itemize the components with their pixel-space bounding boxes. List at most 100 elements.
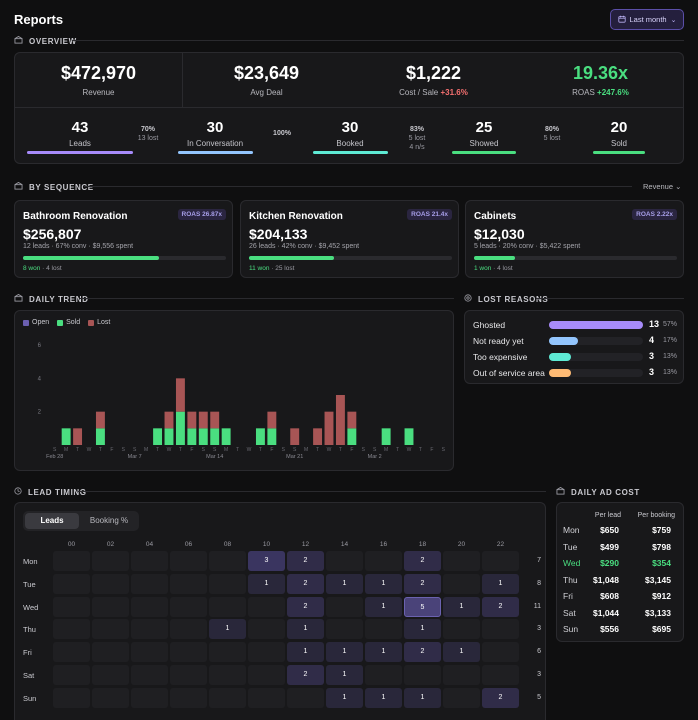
- heatmap-cell[interactable]: [365, 665, 402, 685]
- bar-sold[interactable]: [267, 428, 277, 445]
- heatmap-cell[interactable]: [53, 687, 90, 708]
- heatmap-cell[interactable]: 5: [404, 596, 441, 617]
- bar-lost[interactable]: [347, 411, 357, 429]
- heatmap-cell[interactable]: 1: [365, 596, 402, 617]
- heatmap-cell[interactable]: [131, 573, 168, 594]
- heatmap-cell[interactable]: [443, 665, 480, 685]
- heatmap-cell[interactable]: 1: [365, 573, 402, 594]
- heatmap-cell[interactable]: [248, 665, 285, 685]
- heatmap-cell[interactable]: 2: [482, 596, 519, 617]
- heatmap-cell[interactable]: 1: [287, 619, 324, 640]
- heatmap-cell[interactable]: 1: [326, 573, 363, 594]
- heatmap-cell[interactable]: 1: [326, 687, 363, 708]
- heatmap-cell[interactable]: [170, 551, 207, 571]
- bar-lost[interactable]: [95, 411, 105, 429]
- heatmap-cell[interactable]: [248, 687, 285, 708]
- heatmap-cell[interactable]: [92, 687, 129, 708]
- heatmap-cell[interactable]: 1: [404, 619, 441, 640]
- heatmap-cell[interactable]: [248, 596, 285, 617]
- bar-sold[interactable]: [347, 428, 357, 445]
- sequence-sort-dropdown[interactable]: Revenue ⌄: [643, 182, 682, 191]
- bar-sold[interactable]: [210, 428, 220, 445]
- heatmap-cell[interactable]: [443, 619, 480, 640]
- heatmap-cell[interactable]: [365, 619, 402, 640]
- bar-lost[interactable]: [198, 411, 208, 429]
- bar-lost[interactable]: [267, 411, 277, 429]
- heatmap-cell[interactable]: [92, 551, 129, 571]
- heatmap-cell[interactable]: 1: [326, 642, 363, 663]
- heatmap-cell[interactable]: [209, 551, 246, 571]
- heatmap-cell[interactable]: [131, 642, 168, 663]
- heatmap-cell[interactable]: [326, 619, 363, 640]
- bar-lost[interactable]: [290, 428, 300, 445]
- bar-sold[interactable]: [404, 428, 414, 445]
- heatmap-cell[interactable]: 2: [404, 573, 441, 594]
- heatmap-cell[interactable]: [287, 687, 324, 708]
- tab-leads[interactable]: Leads: [25, 513, 79, 529]
- heatmap-cell[interactable]: [365, 551, 402, 571]
- date-filter-button[interactable]: Last month ⌄: [610, 9, 684, 30]
- heatmap-cell[interactable]: 2: [287, 665, 324, 685]
- heatmap-cell[interactable]: [53, 619, 90, 640]
- heatmap-cell[interactable]: [131, 596, 168, 617]
- bar-lost[interactable]: [187, 411, 197, 429]
- heatmap-cell[interactable]: 1: [248, 573, 285, 594]
- bar-lost[interactable]: [175, 378, 185, 412]
- heatmap-cell[interactable]: [170, 665, 207, 685]
- heatmap-cell[interactable]: [53, 665, 90, 685]
- heatmap-cell[interactable]: 1: [365, 687, 402, 708]
- heatmap-cell[interactable]: 2: [287, 551, 324, 571]
- bar-sold[interactable]: [164, 428, 174, 445]
- heatmap-cell[interactable]: [53, 642, 90, 663]
- bar-lost[interactable]: [324, 411, 334, 445]
- heatmap-cell[interactable]: [248, 642, 285, 663]
- heatmap-cell[interactable]: 2: [404, 642, 441, 663]
- bar-sold[interactable]: [255, 428, 265, 445]
- heatmap-cell[interactable]: 2: [287, 596, 324, 617]
- heatmap-cell[interactable]: [404, 665, 441, 685]
- heatmap-cell[interactable]: [53, 573, 90, 594]
- bar-sold[interactable]: [381, 428, 391, 445]
- heatmap-cell[interactable]: [131, 551, 168, 571]
- bar-lost[interactable]: [313, 428, 323, 445]
- bar-sold[interactable]: [95, 428, 105, 445]
- heatmap-cell[interactable]: 1: [287, 642, 324, 663]
- heatmap-cell[interactable]: 1: [443, 596, 480, 617]
- heatmap-cell[interactable]: [482, 642, 519, 663]
- heatmap-cell[interactable]: [482, 551, 519, 571]
- heatmap-cell[interactable]: 1: [326, 665, 363, 685]
- heatmap-cell[interactable]: [131, 687, 168, 708]
- sequence-card[interactable]: Kitchen Renovation ROAS 21.4x $204,133 26 l…: [240, 200, 459, 278]
- heatmap-cell[interactable]: [209, 596, 246, 617]
- tab-booking-percent[interactable]: Booking %: [89, 516, 129, 525]
- bar-sold[interactable]: [175, 411, 185, 445]
- heatmap-cell[interactable]: [53, 551, 90, 571]
- bar-lost[interactable]: [73, 428, 83, 445]
- bar-sold[interactable]: [221, 428, 231, 445]
- heatmap-cell[interactable]: 2: [287, 573, 324, 594]
- heatmap-cell[interactable]: [482, 665, 519, 685]
- heatmap-cell[interactable]: [209, 687, 246, 708]
- bar-sold[interactable]: [153, 428, 163, 445]
- bar-lost[interactable]: [335, 395, 345, 445]
- heatmap-cell[interactable]: 1: [482, 573, 519, 594]
- heatmap-cell[interactable]: [170, 596, 207, 617]
- heatmap-cell[interactable]: 1: [404, 687, 441, 708]
- heatmap-cell[interactable]: [170, 687, 207, 708]
- sequence-card[interactable]: Cabinets ROAS 2.22x $12,030 5 leads · 20% c…: [465, 200, 684, 278]
- heatmap-cell[interactable]: [92, 642, 129, 663]
- heatmap-cell[interactable]: 1: [209, 619, 246, 640]
- bar-sold[interactable]: [187, 428, 197, 445]
- heatmap-cell[interactable]: [443, 551, 480, 571]
- heatmap-cell[interactable]: 2: [482, 687, 519, 708]
- heatmap-cell[interactable]: [209, 573, 246, 594]
- heatmap-cell[interactable]: [209, 665, 246, 685]
- heatmap-cell[interactable]: [248, 619, 285, 640]
- bar-lost[interactable]: [164, 411, 174, 429]
- heatmap-cell[interactable]: [53, 596, 90, 617]
- bar-lost[interactable]: [210, 411, 220, 429]
- heatmap-cell[interactable]: [482, 619, 519, 640]
- heatmap-cell[interactable]: [326, 596, 363, 617]
- heatmap-cell[interactable]: [209, 642, 246, 663]
- heatmap-cell[interactable]: 2: [404, 551, 441, 571]
